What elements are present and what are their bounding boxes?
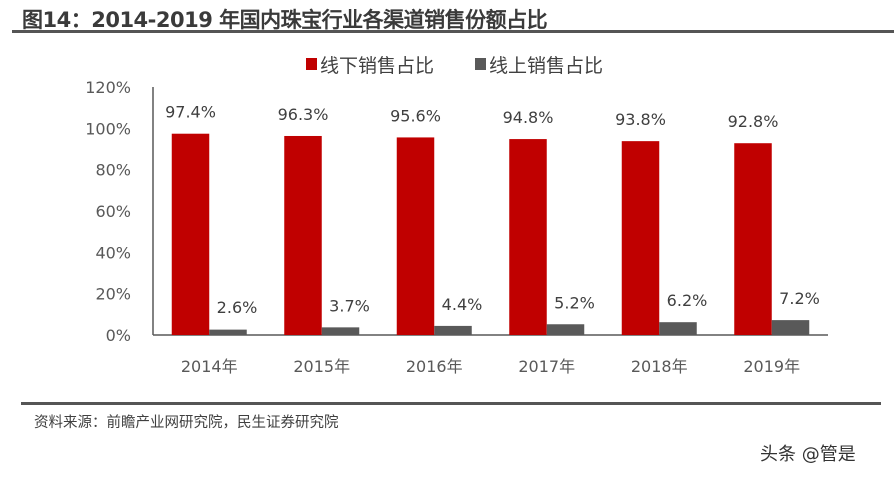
y-tick-label: 0% — [106, 326, 131, 345]
bar-offline — [621, 141, 660, 335]
bar-online — [209, 329, 247, 335]
bar-online — [546, 324, 585, 335]
x-tick-label: 2017年 — [518, 357, 575, 376]
y-tick-label: 120% — [85, 78, 131, 97]
legend-swatch — [475, 58, 486, 70]
data-label: 3.7% — [329, 296, 370, 315]
data-label: 5.2% — [554, 293, 595, 312]
y-tick-label: 20% — [95, 285, 131, 304]
source-divider — [21, 402, 881, 405]
legend-label: 线上销售占比 — [489, 55, 603, 77]
watermark: 头条 @管是 — [760, 444, 856, 465]
x-tick-label: 2015年 — [293, 357, 350, 376]
y-tick-label: 60% — [95, 202, 131, 221]
y-tick-label: 40% — [95, 243, 131, 262]
bar-offline — [171, 133, 210, 335]
bar-offline — [734, 143, 772, 335]
data-label: 94.8% — [503, 108, 554, 127]
x-tick-label: 2014年 — [181, 357, 238, 376]
bar-online — [434, 325, 472, 335]
bar-offline — [284, 135, 322, 335]
chart-title: 图14：2014-2019 年国内珠宝行业各渠道销售份额占比 — [22, 8, 548, 32]
data-label: 2.6% — [217, 298, 258, 317]
x-tick-label: 2018年 — [631, 357, 688, 376]
legend-label: 线下销售占比 — [320, 55, 434, 77]
bar-online — [659, 322, 697, 335]
data-label: 92.8% — [728, 112, 779, 131]
bar-online — [771, 320, 810, 335]
data-label: 95.6% — [390, 106, 441, 125]
title-divider — [12, 30, 894, 33]
y-tick-label: 100% — [85, 119, 131, 138]
data-label: 4.4% — [442, 295, 483, 314]
data-label: 96.3% — [278, 105, 329, 124]
data-label: 7.2% — [779, 289, 820, 308]
x-tick-label: 2016年 — [406, 357, 463, 376]
y-tick-label: 80% — [95, 161, 131, 180]
data-label: 97.4% — [165, 103, 216, 122]
bar-offline — [396, 137, 435, 335]
data-label: 6.2% — [667, 291, 708, 310]
bar-offline — [509, 139, 547, 335]
legend-swatch — [306, 58, 317, 70]
source-note: 资料来源：前瞻产业网研究院，民生证券研究院 — [34, 415, 339, 431]
bar-online — [321, 327, 360, 335]
data-label: 93.8% — [615, 110, 666, 129]
x-tick-label: 2019年 — [743, 357, 800, 376]
